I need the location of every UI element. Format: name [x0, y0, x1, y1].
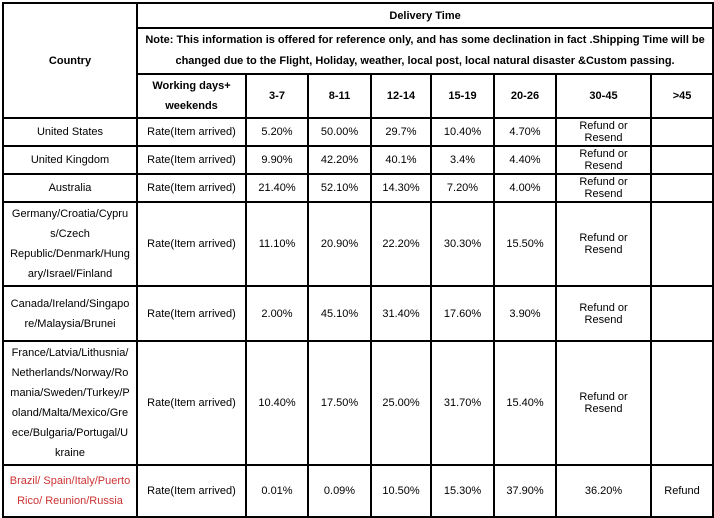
value-cell: 0.01%: [245, 464, 309, 518]
value-cell: 2.00%: [245, 285, 309, 342]
value-cell: 36.20%: [555, 464, 652, 518]
table-row: Australia Rate(Item arrived) 21.40% 52.1…: [2, 173, 714, 203]
value-cell: 3.4%: [430, 145, 495, 175]
value-cell: Refund or Resend: [555, 285, 652, 342]
value-cell: 15.50%: [493, 201, 557, 287]
country-cell: France/Latvia/Lithusnia/ Netherlands/Nor…: [2, 340, 138, 466]
value-cell: Refund or Resend: [555, 340, 652, 466]
table-row: Germany/Croatia/Cypru s/Czech Republic/D…: [2, 201, 714, 287]
value-cell: Refund or Resend: [555, 201, 652, 287]
value-cell: 22.20%: [370, 201, 432, 287]
value-cell: 40.1%: [370, 145, 432, 175]
rate-label-cell: Rate(Item arrived): [136, 285, 247, 342]
value-cell: 29.7%: [370, 117, 432, 147]
value-cell: 3.90%: [493, 285, 557, 342]
value-cell: 4.70%: [493, 117, 557, 147]
country-cell: United States: [2, 117, 138, 147]
table-row: France/Latvia/Lithusnia/ Netherlands/Nor…: [2, 340, 714, 466]
value-cell: 15.40%: [493, 340, 557, 466]
value-cell: 4.40%: [493, 145, 557, 175]
value-cell: 7.20%: [430, 173, 495, 203]
value-cell: 42.20%: [307, 145, 372, 175]
day-range-header-15-19: 15-19: [430, 73, 495, 119]
page-title: Delivery Time: [135, 2, 714, 29]
table-row: Country Delivery Time: [2, 2, 714, 119]
value-cell: [649, 117, 714, 147]
value-cell: 50.00%: [307, 117, 372, 147]
value-cell: 31.40%: [370, 285, 432, 342]
rate-label-cell: Rate(Item arrived): [136, 117, 247, 147]
value-cell: Refund or Resend: [555, 145, 652, 175]
value-cell: 11.10%: [245, 201, 309, 287]
day-range-header-8-11: 8-11: [307, 73, 372, 119]
day-range-header-3-7: 3-7: [245, 73, 309, 119]
value-cell: Refund or Resend: [555, 117, 652, 147]
table-row: United Kingdom Rate(Item arrived) 9.90% …: [2, 145, 714, 175]
value-cell: 15.30%: [430, 464, 495, 518]
value-cell: 9.90%: [245, 145, 309, 175]
value-cell: 10.40%: [430, 117, 495, 147]
value-cell: [649, 173, 714, 203]
value-cell: Refund or Resend: [555, 173, 652, 203]
rate-label-cell: Rate(Item arrived): [136, 340, 247, 466]
value-cell: 10.50%: [370, 464, 432, 518]
value-cell: 17.60%: [430, 285, 495, 342]
table-row-highlighted: Brazil/ Spain/Italy/Puerto Rico/ Reunion…: [2, 464, 714, 518]
disclaimer-note: Note: This information is offered for re…: [135, 27, 714, 75]
value-cell: [649, 201, 714, 287]
rate-label-cell: Rate(Item arrived): [136, 173, 247, 203]
value-cell: [649, 145, 714, 175]
duration-column-header: Working days+ weekends: [136, 73, 247, 119]
value-cell: 45.10%: [307, 285, 372, 342]
rate-label-cell: Rate(Item arrived): [136, 464, 247, 518]
value-cell: 52.10%: [307, 173, 372, 203]
country-cell: Canada/Ireland/Singapo re/Malaysia/Brune…: [2, 285, 138, 342]
day-range-header-30-45: 30-45: [555, 73, 652, 119]
value-cell: 5.20%: [245, 117, 309, 147]
country-column-header: Country: [2, 2, 138, 119]
country-cell: United Kingdom: [2, 145, 138, 175]
day-range-header-20-26: 20-26: [493, 73, 557, 119]
value-cell: 37.90%: [493, 464, 557, 518]
table-row: United States Rate(Item arrived) 5.20% 5…: [2, 117, 714, 147]
table-row: Note: This information is offered for re…: [3, 27, 714, 75]
value-cell: 14.30%: [370, 173, 432, 203]
value-cell: 20.90%: [307, 201, 372, 287]
country-cell: Australia: [2, 173, 138, 203]
table-row: Canada/Ireland/Singapo re/Malaysia/Brune…: [2, 285, 714, 342]
value-cell: 30.30%: [430, 201, 495, 287]
value-cell: 17.50%: [307, 340, 372, 466]
value-cell: [649, 285, 714, 342]
value-cell: 10.40%: [245, 340, 309, 466]
value-cell: Refund: [649, 464, 714, 518]
rate-label-cell: Rate(Item arrived): [136, 201, 247, 287]
table-row: Working days+ weekends 3-7 8-11 12-14 15…: [3, 73, 714, 119]
day-range-header-12-14: 12-14: [370, 73, 432, 119]
value-cell: 21.40%: [245, 173, 309, 203]
rate-label-cell: Rate(Item arrived): [136, 145, 247, 175]
day-range-header-over-45: >45: [649, 73, 714, 119]
value-cell: 4.00%: [493, 173, 557, 203]
value-cell: 0.09%: [307, 464, 372, 518]
value-cell: 31.70%: [430, 340, 495, 466]
value-cell: 25.00%: [370, 340, 432, 466]
country-cell: Brazil/ Spain/Italy/Puerto Rico/ Reunion…: [2, 464, 138, 518]
value-cell: [649, 340, 714, 466]
country-cell: Germany/Croatia/Cypru s/Czech Republic/D…: [2, 201, 138, 287]
